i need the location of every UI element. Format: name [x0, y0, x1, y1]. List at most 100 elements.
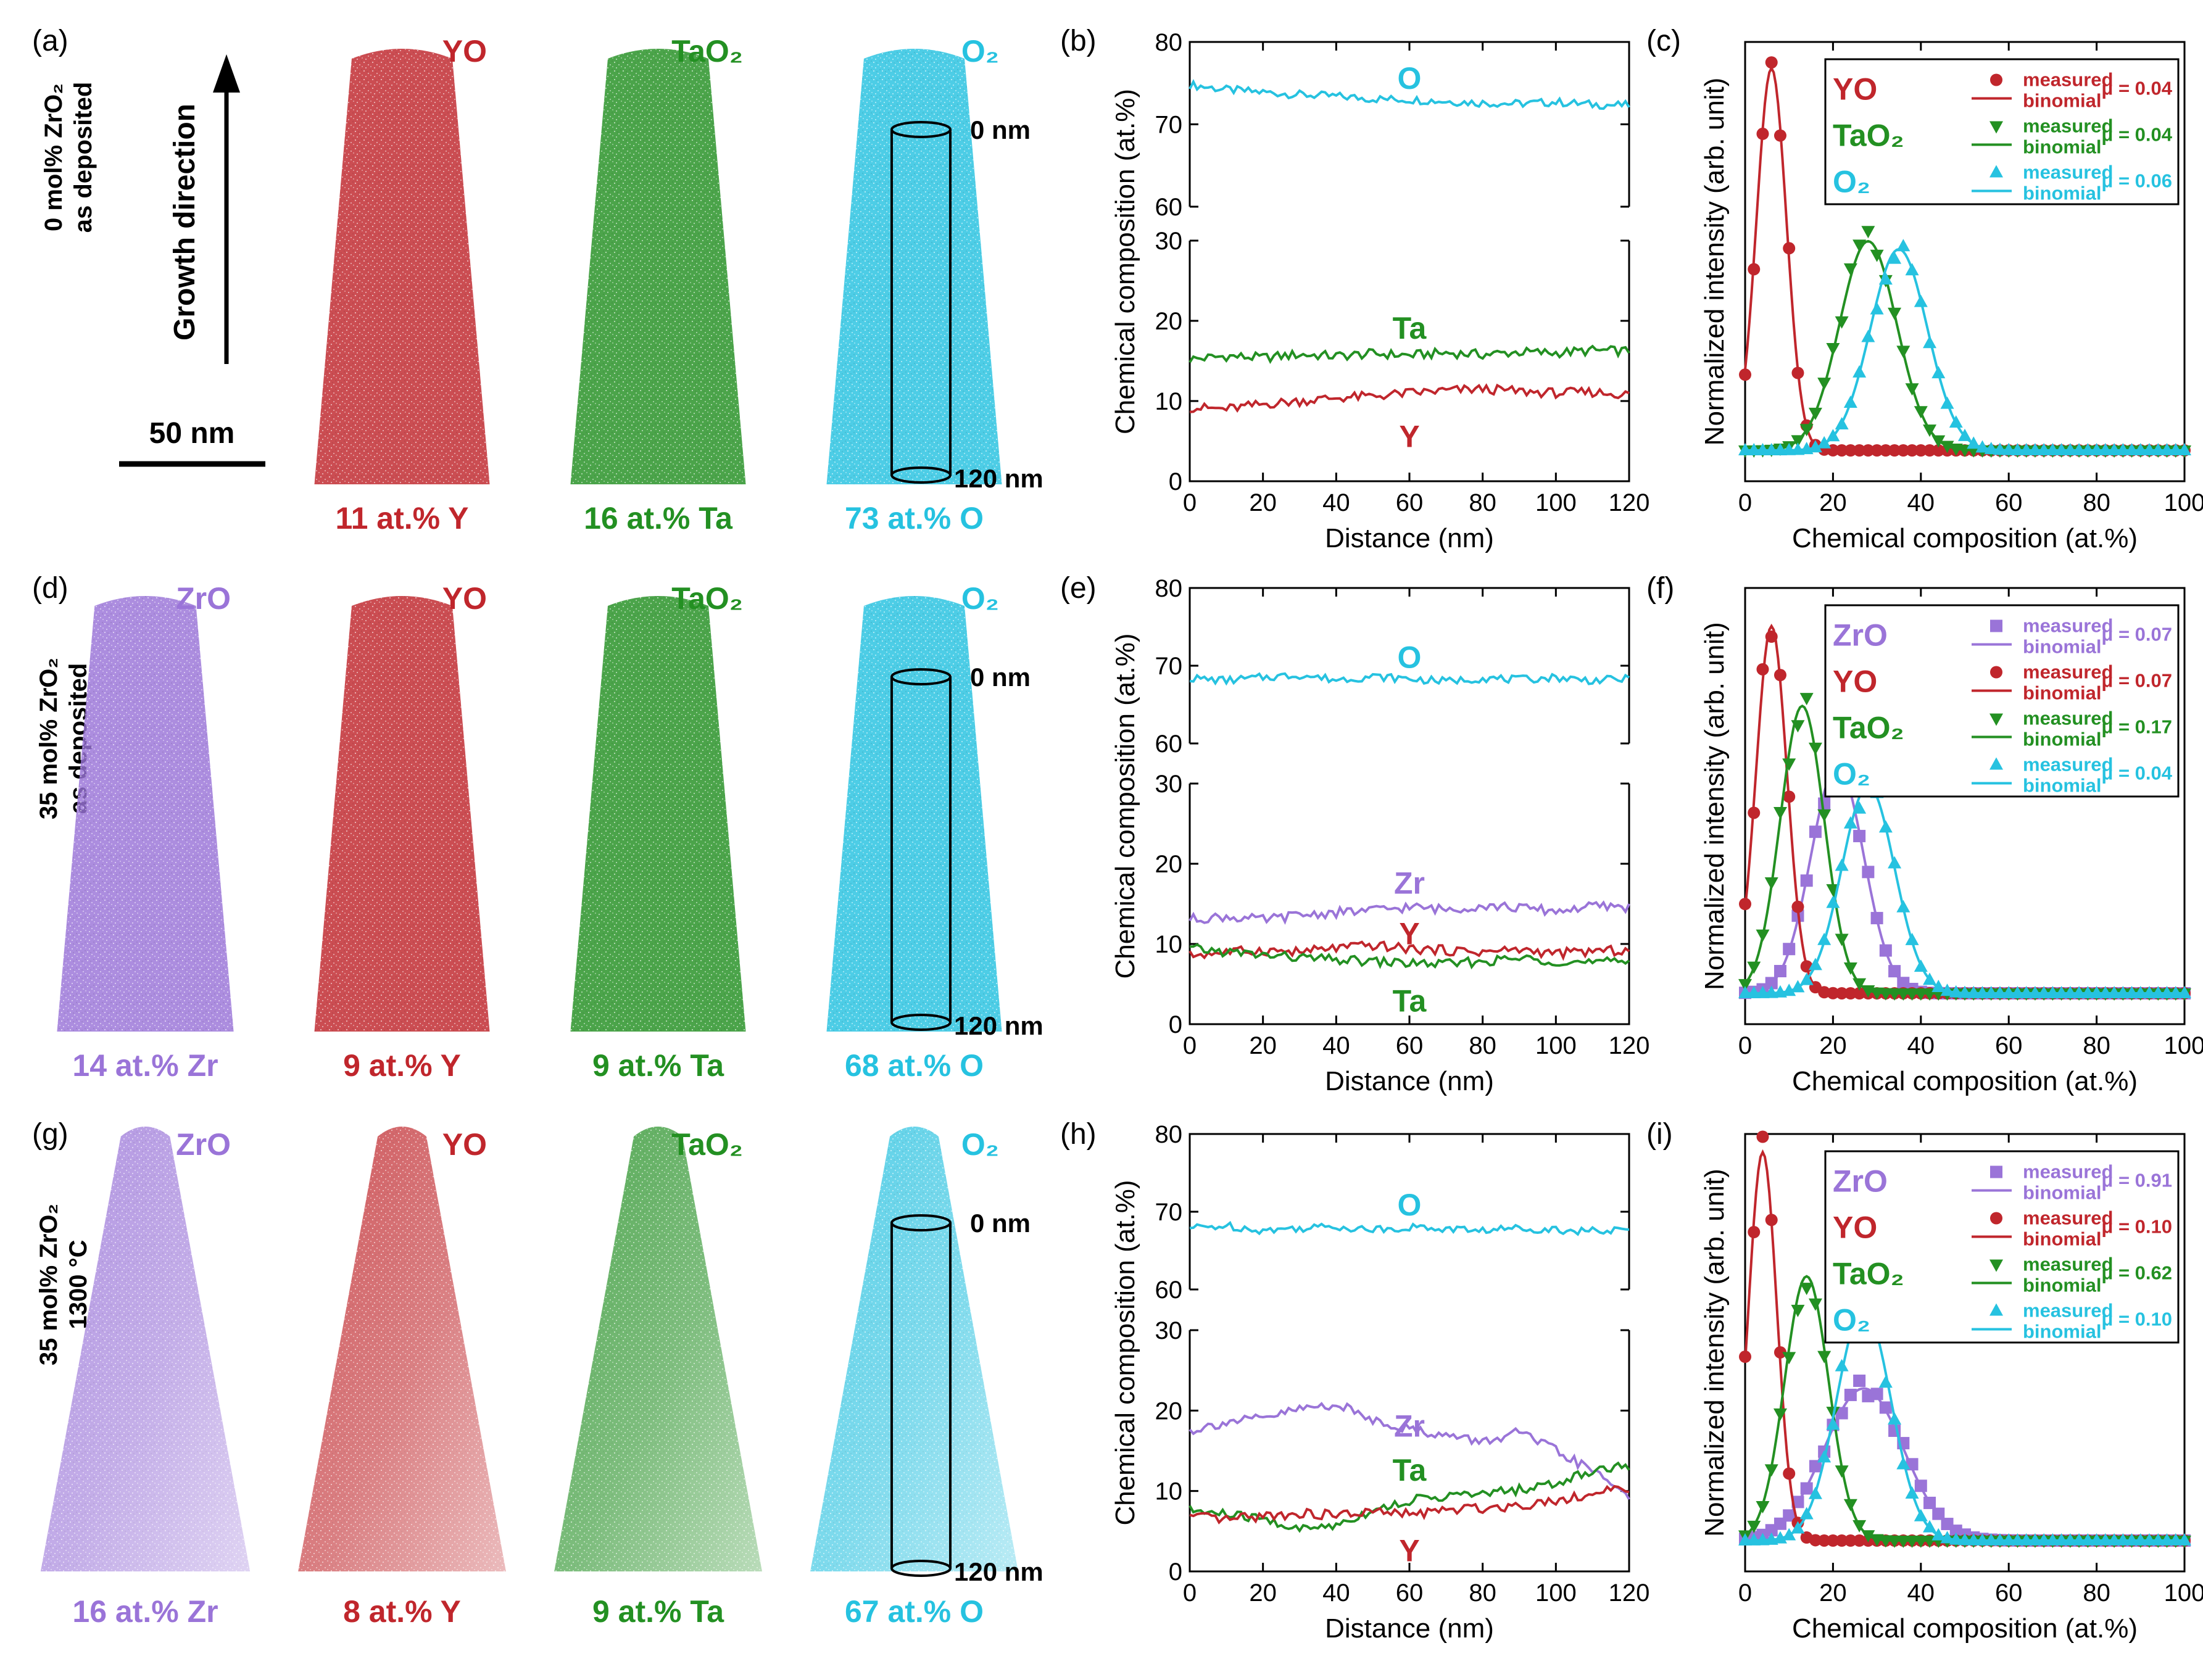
series-label-Y: Y — [1399, 1533, 1419, 1568]
y-tick-label: 70 — [1155, 112, 1183, 139]
axis-frame — [1744, 41, 2186, 482]
measured-point — [1853, 444, 1866, 457]
x-tick-label: 0 — [1738, 489, 1752, 516]
measured-point — [1791, 366, 1804, 379]
measured-point — [2063, 443, 2077, 455]
measured-point — [1843, 962, 1857, 975]
legend-box — [1824, 58, 2180, 205]
measured-point — [2063, 1533, 2077, 1546]
legend-mu: μ = 0.10 — [2101, 1309, 2172, 1330]
legend-box — [1824, 604, 2180, 798]
measured-point — [2178, 986, 2191, 998]
measured-point — [1782, 983, 1796, 996]
series-label-Ta: Ta — [1393, 1453, 1427, 1488]
x-tick-label: 20 — [1249, 1579, 1277, 1607]
measured-point — [2125, 986, 2139, 998]
map-species-label: O₂ — [961, 34, 999, 68]
measured-point — [1782, 758, 1796, 771]
measured-point — [1748, 806, 1761, 819]
measured-point — [1862, 866, 1875, 879]
legend-measured: measured — [2023, 708, 2113, 729]
measured-point — [1896, 239, 1911, 252]
measured-point — [2178, 443, 2191, 455]
atom-map-Y — [314, 596, 490, 1032]
measured-point — [1791, 900, 1804, 913]
series-label-Y: Y — [1399, 420, 1419, 454]
measured-point — [1958, 428, 1972, 441]
panel-letter: (b) — [1060, 25, 1097, 57]
x-tick-label: 120 — [1609, 1579, 1650, 1607]
series-label-O: O — [1398, 640, 1422, 674]
measured-point — [1888, 1535, 1902, 1548]
atom-map-O — [810, 1127, 1018, 1571]
measured-point — [2081, 443, 2095, 455]
measured-point — [2046, 986, 2060, 998]
atom-map-Zr — [57, 596, 234, 1032]
atom-map-Ta — [570, 49, 746, 484]
measured-point — [1747, 985, 1761, 998]
measured-point — [1765, 630, 1778, 643]
x-tick-label: 120 — [1609, 1032, 1650, 1059]
x-tick-label: 80 — [2083, 1579, 2110, 1607]
measured-point — [1747, 1533, 1761, 1546]
measured-point — [1896, 900, 1911, 912]
legend-binomial: binomial — [2023, 183, 2101, 204]
map-species-label: YO — [442, 1127, 487, 1162]
measured-point — [1852, 978, 1867, 991]
measured-point — [2098, 986, 2112, 998]
measured-point — [1799, 1283, 1814, 1296]
measured-point — [1878, 820, 1893, 833]
legend-mu: μ = 0.10 — [2101, 1216, 2172, 1238]
measured-point — [1914, 1535, 1928, 1548]
x-tick-label: 0 — [1183, 1032, 1197, 1059]
measured-point — [1923, 1520, 1937, 1533]
measured-point — [1783, 1509, 1796, 1522]
measured-point — [2010, 1533, 2025, 1546]
map-species-label: ZrO — [176, 1127, 231, 1162]
legend-mu: μ = 0.62 — [2101, 1262, 2172, 1284]
legend-marker — [1990, 1212, 2002, 1225]
binomial-fit-TaO₂ — [1745, 239, 2184, 452]
measured-point — [2089, 1533, 2104, 1546]
measured-point — [1878, 272, 1893, 285]
panel-letter: (a) — [32, 25, 68, 57]
measured-point — [2151, 1533, 2165, 1546]
map-caption: 73 at.% O — [845, 501, 984, 536]
series-label-Ta: Ta — [1393, 984, 1427, 1019]
measured-point — [2116, 986, 2130, 998]
measured-point — [1975, 1533, 1989, 1546]
measured-point — [1738, 442, 1752, 455]
y-axis-label: Normalized intensity (arb. unit) — [1699, 622, 1730, 990]
measured-point — [1835, 316, 1849, 329]
measured-point — [1914, 294, 1928, 307]
measured-point — [1748, 263, 1761, 276]
measured-point — [1817, 932, 1832, 945]
legend-marker — [1989, 713, 2003, 726]
measured-point — [1783, 242, 1796, 255]
measured-point — [1940, 396, 1954, 409]
measured-point — [2089, 986, 2104, 998]
scale-bar-label: 50 nm — [149, 417, 235, 450]
atom-map-O — [826, 49, 1002, 484]
axis-frame — [1744, 587, 2186, 1025]
measured-point — [1914, 1508, 1928, 1521]
y-tick-label: 20 — [1155, 851, 1183, 878]
measured-point — [2019, 986, 2033, 998]
x-axis-label: Distance (nm) — [1325, 1066, 1494, 1096]
measured-point — [2072, 443, 2086, 455]
row-label-line: as deposited — [70, 82, 97, 233]
atom-map-Zr-texture — [57, 596, 234, 1032]
measured-point — [1914, 988, 1928, 1001]
x-tick-label: 20 — [1819, 1579, 1847, 1607]
y-tick-label: 80 — [1155, 575, 1183, 602]
map-caption: 14 at.% Zr — [72, 1048, 218, 1083]
x-tick-label: 0 — [1738, 1032, 1752, 1059]
measured-point — [1765, 1214, 1778, 1227]
measured-point — [1826, 895, 1840, 908]
legend-marker — [1989, 165, 2003, 178]
x-tick-label: 100 — [2164, 1579, 2203, 1607]
measured-point — [2010, 442, 2025, 455]
y-tick-label: 0 — [1169, 1011, 1182, 1038]
x-tick-label: 60 — [1396, 1032, 1424, 1059]
measured-point — [1809, 1460, 1822, 1473]
